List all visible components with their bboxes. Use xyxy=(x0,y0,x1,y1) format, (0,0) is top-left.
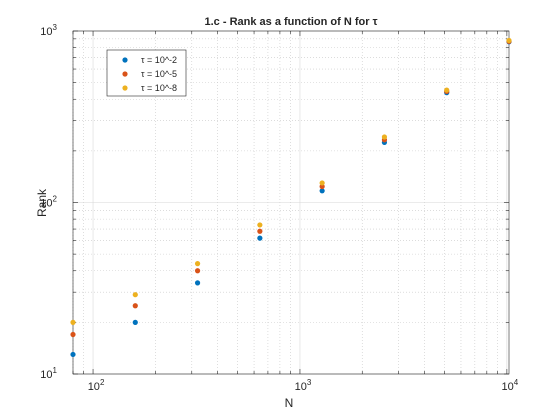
y-tick-label: 103 xyxy=(40,23,57,38)
axis-ticks: 102 103 104 101 102 103 xyxy=(40,23,518,393)
data-point-series-1 xyxy=(319,188,325,194)
chart-title: 1.c - Rank as a function of N for τ xyxy=(205,16,378,28)
legend: τ = 10^-2 τ = 10^-5 τ = 10^-8 xyxy=(106,49,187,97)
legend-marker-series-2 xyxy=(122,71,128,77)
data-point-series-1 xyxy=(132,319,138,325)
data-point-series-3 xyxy=(381,134,388,140)
x-tick-label: 104 xyxy=(502,378,519,393)
x-tick-label: 103 xyxy=(295,378,312,393)
data-point-series-3 xyxy=(257,222,263,228)
legend-label-series-3: τ = 10^-8 xyxy=(141,83,177,93)
data-point-series-2 xyxy=(257,228,263,234)
y-tick-label: 101 xyxy=(40,366,57,381)
legend-marker-series-1 xyxy=(122,57,128,63)
data-point-series-3 xyxy=(132,292,138,298)
data-points xyxy=(70,37,512,358)
x-tick-label: 102 xyxy=(88,378,105,393)
data-point-series-2 xyxy=(194,268,201,274)
legend-box xyxy=(106,49,187,97)
data-point-series-1 xyxy=(70,351,76,358)
data-point-series-1 xyxy=(194,280,201,286)
legend-marker-series-3 xyxy=(122,85,128,91)
x-axis-label: N xyxy=(285,396,294,410)
legend-label-series-1: τ = 10^-2 xyxy=(141,55,177,65)
y-tick-label: 102 xyxy=(40,195,57,210)
data-point-series-3 xyxy=(70,319,76,325)
data-point-series-3 xyxy=(506,37,512,44)
data-point-series-1 xyxy=(257,235,263,241)
legend-label-series-2: τ = 10^-5 xyxy=(141,69,177,79)
data-point-series-3 xyxy=(444,87,450,93)
y-axis-label: Rank xyxy=(35,188,49,217)
data-point-series-3 xyxy=(194,261,201,267)
data-point-series-3 xyxy=(319,180,325,186)
data-point-series-2 xyxy=(132,303,138,309)
data-point-series-2 xyxy=(70,331,76,338)
